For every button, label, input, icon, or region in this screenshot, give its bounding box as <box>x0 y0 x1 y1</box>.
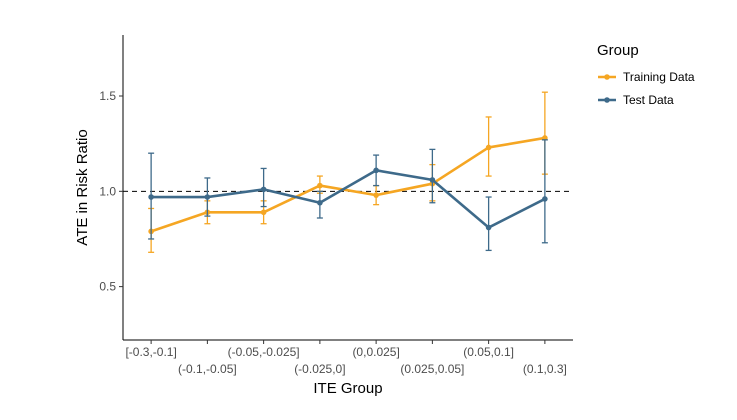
data-point <box>485 224 492 231</box>
series-line <box>151 169 546 229</box>
legend-swatch-point <box>604 97 610 103</box>
y-axis-title: ATE in Risk Ratio <box>74 129 91 245</box>
data-point <box>485 144 492 151</box>
x-tick-label: (0.025,0.05] <box>400 362 464 376</box>
x-tick-label: (0,0.025] <box>352 345 399 359</box>
data-point <box>317 182 323 189</box>
legend-label: Test Data <box>623 93 674 107</box>
x-tick-label: (0.05,0.1] <box>463 345 514 359</box>
x-tick-label: [-0.3,-0.1] <box>125 345 176 359</box>
series-layer <box>148 91 548 253</box>
data-point <box>429 177 436 183</box>
plot-area: 0.5 1.0 1.5 [-0.3,-0.1](-0.1,-0.05] (-0.05,… <box>99 35 573 376</box>
series-line <box>150 136 546 233</box>
data-point <box>148 194 154 200</box>
data-point <box>373 167 379 174</box>
data-point <box>373 192 379 198</box>
x-tick-label: (-0.05,-0.025] <box>228 345 300 359</box>
legend-label: Training Data <box>623 70 695 84</box>
data-point <box>260 209 267 216</box>
x-tick-label: (0.1,0.3] <box>523 362 567 376</box>
data-point <box>317 199 323 206</box>
y-tick-label: 1.0 <box>99 184 116 198</box>
x-tick-label: (-0.025,0] <box>294 362 345 376</box>
x-tick-label: (-0.1,-0.05] <box>178 362 237 376</box>
legend-swatch-point <box>604 74 610 80</box>
legend: Group Training Data Test Data <box>597 42 695 107</box>
legend-title: Group <box>597 42 639 59</box>
legend-item: Training Data <box>598 70 695 84</box>
series-test-data <box>148 139 548 252</box>
legend-item: Test Data <box>598 93 674 107</box>
y-tick-label: 0.5 <box>99 280 116 294</box>
y-tick-label: 1.5 <box>99 89 116 103</box>
x-axis-title: ITE Group <box>313 380 382 397</box>
x-ticks: [-0.3,-0.1](-0.1,-0.05] (-0.05,-0.025] (-0… <box>125 340 567 376</box>
data-point <box>204 194 211 200</box>
y-ticks: 0.5 1.0 1.5 <box>99 89 123 294</box>
data-point <box>260 186 267 193</box>
data-point <box>542 196 548 202</box>
